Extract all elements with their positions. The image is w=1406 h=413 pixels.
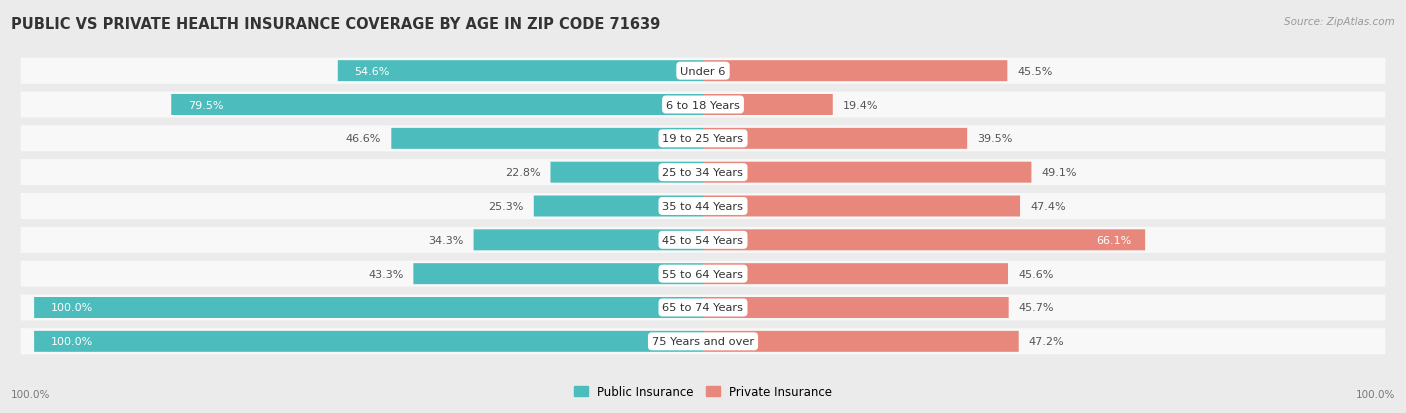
FancyBboxPatch shape <box>21 227 1385 253</box>
FancyBboxPatch shape <box>21 160 1385 186</box>
FancyBboxPatch shape <box>413 263 703 285</box>
FancyBboxPatch shape <box>474 230 703 251</box>
Text: 55 to 64 Years: 55 to 64 Years <box>662 269 744 279</box>
Text: 47.4%: 47.4% <box>1031 202 1066 211</box>
Text: 75 Years and over: 75 Years and over <box>652 337 754 347</box>
FancyBboxPatch shape <box>21 59 1385 85</box>
Text: PUBLIC VS PRIVATE HEALTH INSURANCE COVERAGE BY AGE IN ZIP CODE 71639: PUBLIC VS PRIVATE HEALTH INSURANCE COVER… <box>11 17 661 31</box>
Text: 22.8%: 22.8% <box>505 168 540 178</box>
FancyBboxPatch shape <box>21 126 1385 152</box>
Text: 100.0%: 100.0% <box>1355 389 1395 399</box>
FancyBboxPatch shape <box>391 128 703 150</box>
FancyBboxPatch shape <box>703 230 1144 251</box>
Text: 46.6%: 46.6% <box>346 134 381 144</box>
Text: 45.5%: 45.5% <box>1018 66 1053 76</box>
Text: 54.6%: 54.6% <box>354 66 389 76</box>
Text: 100.0%: 100.0% <box>51 303 93 313</box>
FancyBboxPatch shape <box>703 61 1007 82</box>
FancyBboxPatch shape <box>337 61 703 82</box>
FancyBboxPatch shape <box>703 95 832 116</box>
FancyBboxPatch shape <box>172 95 703 116</box>
Text: Under 6: Under 6 <box>681 66 725 76</box>
Text: 25.3%: 25.3% <box>488 202 524 211</box>
Text: 25 to 34 Years: 25 to 34 Years <box>662 168 744 178</box>
FancyBboxPatch shape <box>534 196 703 217</box>
FancyBboxPatch shape <box>21 295 1385 321</box>
FancyBboxPatch shape <box>703 162 1032 183</box>
Text: 66.1%: 66.1% <box>1097 235 1132 245</box>
Text: 39.5%: 39.5% <box>977 134 1012 144</box>
Text: 47.2%: 47.2% <box>1029 337 1064 347</box>
FancyBboxPatch shape <box>551 162 703 183</box>
Text: 43.3%: 43.3% <box>368 269 404 279</box>
FancyBboxPatch shape <box>703 297 1008 318</box>
FancyBboxPatch shape <box>21 92 1385 118</box>
FancyBboxPatch shape <box>21 194 1385 219</box>
Text: 19.4%: 19.4% <box>842 100 879 110</box>
FancyBboxPatch shape <box>34 297 703 318</box>
FancyBboxPatch shape <box>34 331 703 352</box>
FancyBboxPatch shape <box>21 261 1385 287</box>
FancyBboxPatch shape <box>703 263 1008 285</box>
Text: 6 to 18 Years: 6 to 18 Years <box>666 100 740 110</box>
Text: 65 to 74 Years: 65 to 74 Years <box>662 303 744 313</box>
Text: 45.7%: 45.7% <box>1019 303 1054 313</box>
Text: 35 to 44 Years: 35 to 44 Years <box>662 202 744 211</box>
Text: 100.0%: 100.0% <box>11 389 51 399</box>
FancyBboxPatch shape <box>703 128 967 150</box>
Text: 100.0%: 100.0% <box>51 337 93 347</box>
Text: 34.3%: 34.3% <box>429 235 464 245</box>
Text: 45.6%: 45.6% <box>1018 269 1053 279</box>
FancyBboxPatch shape <box>703 331 1019 352</box>
FancyBboxPatch shape <box>21 328 1385 354</box>
Legend: Public Insurance, Private Insurance: Public Insurance, Private Insurance <box>569 381 837 403</box>
Text: Source: ZipAtlas.com: Source: ZipAtlas.com <box>1284 17 1395 26</box>
FancyBboxPatch shape <box>703 196 1019 217</box>
Text: 19 to 25 Years: 19 to 25 Years <box>662 134 744 144</box>
Text: 45 to 54 Years: 45 to 54 Years <box>662 235 744 245</box>
Text: 79.5%: 79.5% <box>188 100 224 110</box>
Text: 49.1%: 49.1% <box>1042 168 1077 178</box>
